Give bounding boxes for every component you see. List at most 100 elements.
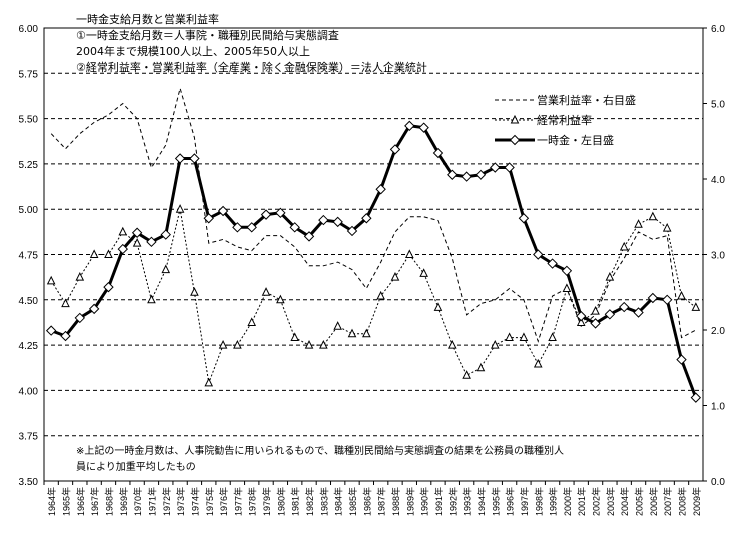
data-point-triangle [462,370,471,379]
data-point-diamond [318,214,329,226]
data-point-diamond [60,330,71,342]
data-point-diamond [117,243,129,255]
data-point-diamond [490,162,501,173]
x-tick-label: 2005年 [634,487,645,516]
data-point-diamond [346,225,358,237]
x-tick-label: 1964年 [46,487,57,516]
x-tick-label: 1998年 [533,487,544,516]
data-point-diamond [260,209,272,220]
x-tick-label: 1966年 [75,487,86,516]
data-point-triangle [519,332,529,342]
data-point-triangle [233,339,242,349]
x-tick-label: 1997年 [519,487,530,516]
data-point-triangle [433,302,443,311]
data-point-triangle [104,249,113,258]
data-point-diamond [45,325,57,336]
data-point-diamond [88,303,100,315]
data-point-diamond [174,153,186,164]
data-point-diamond [447,169,458,180]
data-point-diamond [604,309,616,320]
x-tick-label: 2004年 [619,487,630,516]
x-tick-label: 1991年 [433,487,444,516]
x-tick-label: 2000年 [562,487,573,516]
series-thin-triangle [46,204,701,387]
x-tick-label: 1988年 [390,487,401,516]
x-tick-label: 1980年 [275,487,286,516]
data-point-triangle [362,328,371,338]
data-point-triangle [175,204,185,213]
data-point-diamond [361,213,372,224]
source-note-2: 2004年まで規模100人以上、2005年50人以上 [76,45,310,58]
data-point-triangle [132,238,142,247]
legend-marker-triangle [510,114,520,124]
data-point-triangle [118,226,128,236]
x-tick-label: 1992年 [447,487,458,516]
data-point-diamond [576,310,587,322]
x-tick-label: 1968年 [103,487,114,516]
data-point-diamond [547,258,558,269]
data-point-triangle [89,249,99,258]
data-point-diamond [661,294,673,306]
left-tick-label: 5.75 [19,69,39,80]
left-tick-label: 5.50 [19,115,39,126]
left-tick-label: 4.00 [19,386,39,397]
x-tick-label: 1978年 [247,487,258,516]
x-tick-label: 1999年 [548,487,559,516]
data-point-diamond [618,301,630,313]
footnote-line-2: 員により加重平均したもの [76,462,196,473]
left-axis: 3.50 3.75 4.00 4.25 4.50 4.75 5.00 5.25 5.50 5.75… [19,24,39,488]
data-point-diamond [160,229,171,240]
data-point-triangle [419,268,428,277]
x-tick-label: 1976年 [218,487,229,516]
right-tick-label: 1.0 [711,402,725,413]
x-tick-label: 1975年 [204,487,215,516]
data-point-triangle [619,241,629,251]
right-tick-label: 6.0 [711,24,725,35]
data-point-triangle [533,358,543,368]
left-tick-label: 4.50 [19,296,39,307]
data-point-diamond [189,153,200,164]
x-tick-label: 1987年 [376,487,387,516]
gridlines [44,72,703,437]
data-point-triangle [376,290,385,300]
right-axis: 0.0 1.0 2.0 3.0 4.0 5.0 6.0 [703,24,725,488]
data-point-triangle [476,362,486,372]
x-tick-label: 2008年 [677,487,688,516]
left-tick-label: 3.50 [19,477,39,488]
right-tick-label: 0.0 [711,477,725,488]
ordinary-margin-line [50,209,697,385]
data-point-triangle [276,294,285,304]
bonus-months-line [50,124,698,399]
data-point-triangle [447,339,457,349]
data-point-triangle [576,317,586,326]
left-tick-label: 5.00 [19,205,39,216]
legend-marker-diamond [509,134,521,146]
data-point-triangle [46,275,56,285]
legend-label: 営業利益率・右目盛 [537,93,636,107]
x-tick-label: 2003年 [605,487,616,516]
x-tick-label: 1989年 [404,487,415,516]
x-tick-label: 1979年 [261,487,272,516]
data-point-triangle [290,332,300,342]
data-point-diamond [432,147,444,159]
data-point-triangle [61,298,70,308]
data-point-triangle [691,302,701,311]
x-tick-label: 1995年 [490,487,501,516]
right-tick-label: 4.0 [711,175,725,186]
data-point-triangle [347,328,357,338]
data-point-diamond [332,216,343,228]
data-point-triangle [319,339,328,349]
data-point-triangle [390,272,400,281]
x-axis: 1964年 1965年 1966年 1967年 1968年 1969年 1970年 1971年… [43,481,702,516]
data-point-diamond [74,312,86,324]
data-point-diamond [533,249,544,260]
x-tick-label: 2001年 [576,487,587,516]
series-dashed [50,86,697,343]
x-tick-label: 1983年 [318,487,329,516]
x-tick-label: 1986年 [361,487,372,516]
left-tick-label: 6.00 [19,24,39,35]
data-point-diamond [690,392,702,403]
data-point-triangle [304,339,314,349]
data-point-triangle [405,249,414,258]
